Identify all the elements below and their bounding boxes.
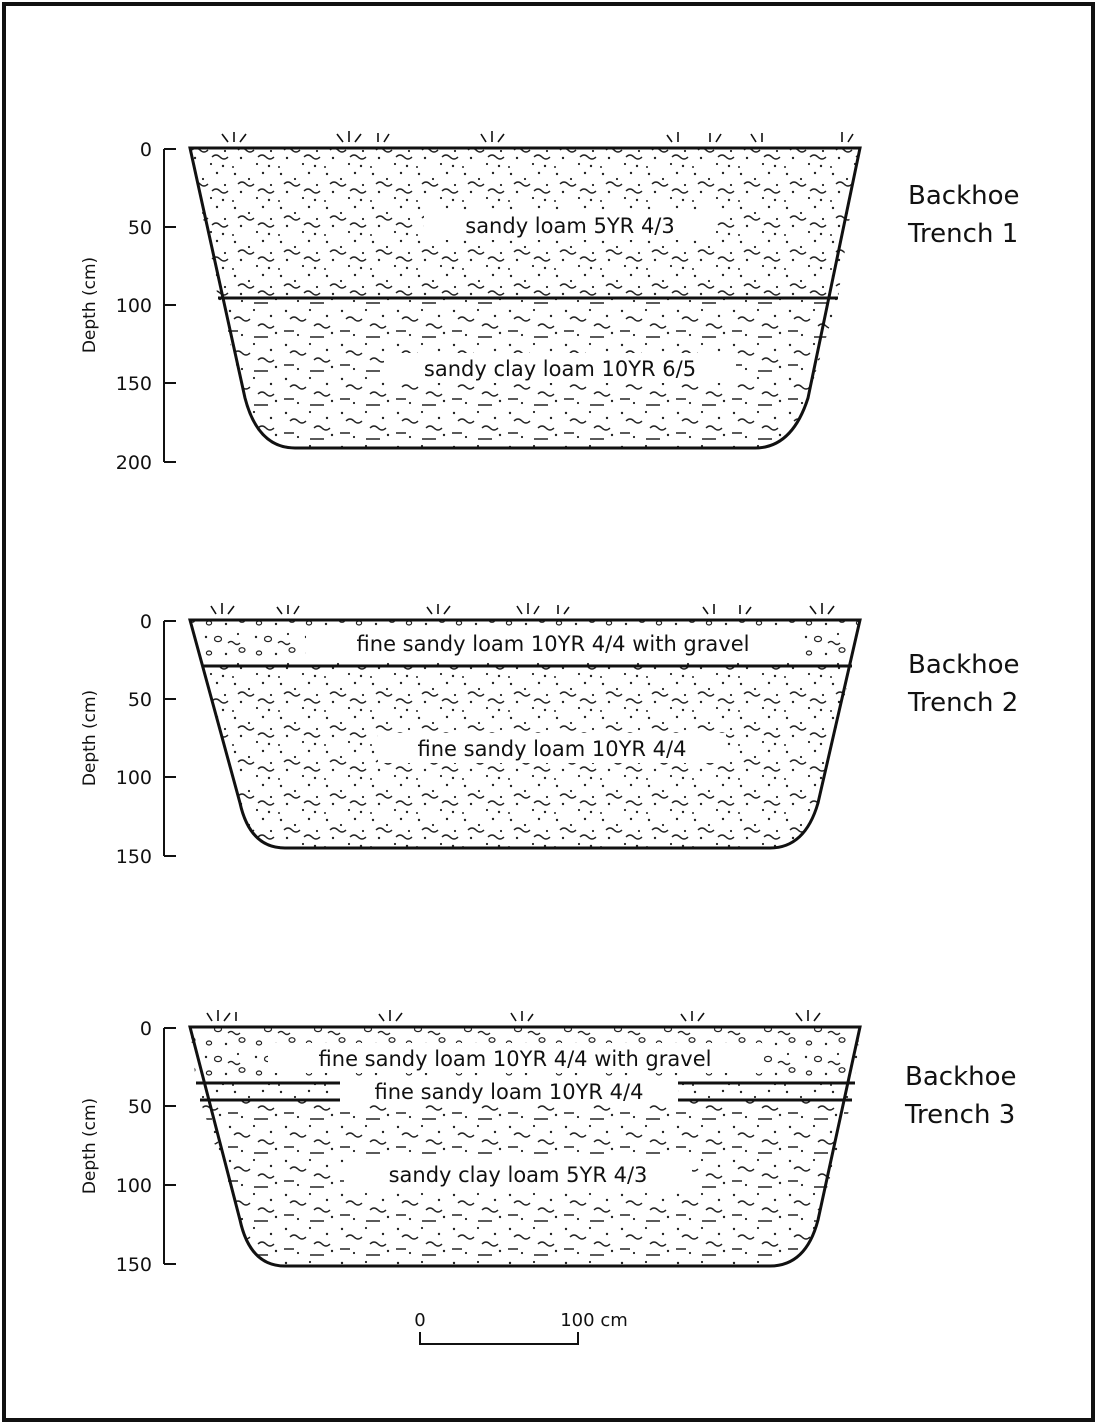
layer-label: fine sandy loam 10YR 4/4: [375, 1080, 644, 1104]
trench-title: Backhoe: [905, 1062, 1017, 1092]
trench-profile: fine sandy loam 10YR 4/4 with gravel fin…: [188, 603, 862, 850]
layer-label-bg: [344, 1159, 692, 1189]
axis-title: Depth (cm): [80, 690, 100, 786]
layer-label: fine sandy loam 10YR 4/4 with gravel: [357, 632, 750, 656]
tick-label: 50: [128, 217, 152, 239]
layer-label-bg: [306, 628, 800, 658]
trench-title: Backhoe: [908, 181, 1020, 211]
tick-label: 100: [116, 1175, 152, 1197]
layer-label: sandy loam 5YR 4/3: [465, 214, 675, 238]
tick-label: 100: [116, 295, 152, 317]
layer-label-bg: [424, 210, 716, 240]
tick-label: 0: [140, 139, 152, 161]
scale-start-label: 0: [414, 1310, 425, 1331]
grass-tufts: [206, 1010, 821, 1022]
depth-axis: 0 50 100 150 Depth (cm): [80, 611, 176, 868]
depth-axis: 0 50 100 150 200 Depth (cm): [80, 139, 176, 474]
scale-line: [419, 1332, 579, 1345]
trench-profile: sandy loam 5YR 4/3 sandy clay loam 10YR …: [188, 131, 862, 450]
trench-2: 0 50 100 150 Depth (cm) fine sandy loam …: [80, 603, 1020, 868]
tick-label: 150: [116, 1254, 152, 1276]
layer-label: sandy clay loam 5YR 4/3: [389, 1163, 648, 1187]
trench-title: Backhoe: [908, 650, 1020, 680]
trench-1: 0 50 100 150 200 Depth (cm) sandy loam 5…: [80, 131, 1020, 474]
layer-label-bg: [340, 1078, 678, 1105]
layer-label-bg: [268, 1043, 762, 1073]
layer-label: fine sandy loam 10YR 4/4: [418, 737, 687, 761]
tick-label: 50: [128, 689, 152, 711]
layer-label: fine sandy loam 10YR 4/4 with gravel: [319, 1047, 712, 1071]
tick-label: 50: [128, 1096, 152, 1118]
tick-label: 0: [140, 611, 152, 633]
layer-label: sandy clay loam 10YR 6/5: [424, 357, 696, 381]
axis-title: Depth (cm): [80, 257, 100, 353]
tick-label: 150: [116, 373, 152, 395]
tick-label: 200: [116, 452, 152, 474]
trench-title: Trench 1: [907, 219, 1018, 249]
scale-bar: 0 100 cm: [414, 1310, 628, 1345]
tick-label: 150: [116, 846, 152, 868]
axis-title: Depth (cm): [80, 1098, 100, 1194]
trench-outline: [188, 618, 862, 850]
trench-outline: [188, 1025, 862, 1268]
depth-axis: 0 50 100 150 Depth (cm): [80, 1018, 176, 1276]
scale-end-label: 100 cm: [560, 1310, 628, 1331]
trench-outline: [188, 146, 862, 450]
grass-tufts: [210, 603, 835, 615]
trench-3: 0 50 100 150 Depth (cm) fine sandy loam …: [80, 1010, 1017, 1276]
layer-label-bg: [384, 353, 736, 383]
tick-label: 0: [140, 1018, 152, 1040]
trench-profile: fine sandy loam 10YR 4/4 with gravel fin…: [188, 1010, 862, 1268]
tick-label: 100: [116, 767, 152, 789]
grass-tufts: [221, 131, 854, 143]
trench-title: Trench 3: [904, 1100, 1015, 1130]
layer-label-bg: [378, 733, 726, 763]
trench-title: Trench 2: [907, 688, 1018, 718]
